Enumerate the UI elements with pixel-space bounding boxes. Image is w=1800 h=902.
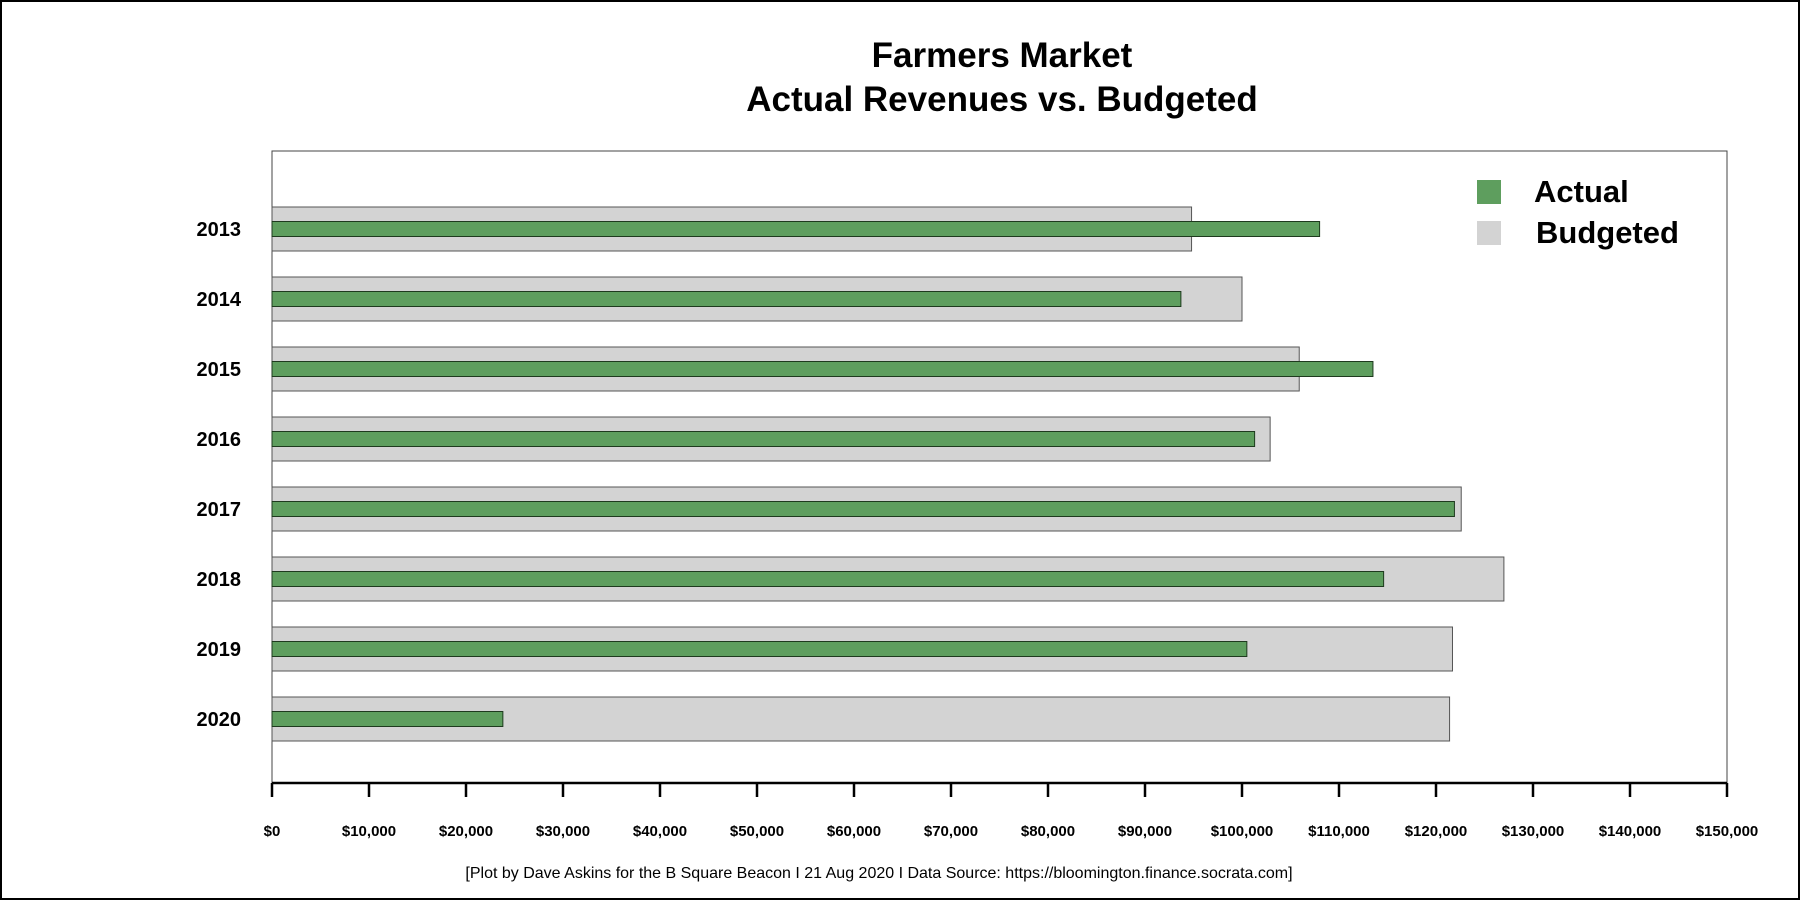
x-tick-label: $50,000	[730, 823, 784, 840]
x-tick-label: $110,000	[1308, 823, 1370, 840]
y-tick-label-2018: 2018	[197, 569, 242, 591]
x-tick-label: $120,000	[1405, 823, 1468, 840]
x-tick-label: $60,000	[827, 823, 881, 840]
y-tick-label-2019: 2019	[197, 639, 242, 661]
bar-actual-2016	[271, 431, 1256, 447]
y-tick-label-2015: 2015	[197, 359, 242, 381]
x-tick-label: $130,000	[1502, 823, 1565, 840]
x-tick-label: $150,000	[1696, 823, 1759, 840]
bar-actual-2014	[271, 291, 1182, 307]
bar-actual-2013	[271, 221, 1321, 237]
chart-title-line-1: Farmers Market	[872, 36, 1133, 75]
bar-actual-2018	[271, 571, 1385, 587]
x-tick-label: $10,000	[342, 823, 396, 840]
x-tick-label: $20,000	[439, 823, 493, 840]
x-axis: $0 $10,000 $20,000 $30,000 $40,000 $50,000 $60…	[264, 781, 1759, 840]
bar-actual-2019	[271, 641, 1248, 657]
bar-actual-2017	[271, 501, 1455, 517]
x-tick-label: $0	[264, 823, 281, 840]
y-tick-label-2014: 2014	[197, 289, 242, 311]
y-tick-labels: 2013 2014 2015 2016 2017 2018 2019 2020	[197, 219, 242, 731]
y-tick-label-2016: 2016	[197, 429, 242, 451]
x-tick-label: $100,000	[1211, 823, 1274, 840]
x-tick-label: $40,000	[633, 823, 687, 840]
legend-swatch-actual	[1477, 180, 1501, 204]
x-tick-label: $70,000	[924, 823, 978, 840]
x-tick-label: $90,000	[1118, 823, 1172, 840]
chart-title-line-2: Actual Revenues vs. Budgeted	[746, 80, 1258, 119]
x-tick-label: $80,000	[1021, 823, 1075, 840]
legend-label-actual: Actual	[1534, 174, 1629, 209]
bars-layer	[271, 206, 1505, 742]
source-caption: [Plot by Dave Askins for the B Square Be…	[465, 865, 1292, 882]
legend-swatch-budgeted	[1477, 221, 1501, 245]
legend: Actual Budgeted	[1477, 174, 1679, 250]
legend-label-budgeted: Budgeted	[1536, 215, 1679, 250]
y-tick-label-2013: 2013	[197, 219, 242, 241]
y-tick-label-2017: 2017	[197, 499, 242, 521]
y-tick-label-2020: 2020	[197, 709, 242, 731]
bar-actual-2020	[271, 711, 504, 727]
plot-area	[271, 150, 1728, 784]
x-tick-label: $30,000	[536, 823, 590, 840]
x-tick-label: $140,000	[1599, 823, 1662, 840]
bar-actual-2015	[271, 361, 1374, 377]
